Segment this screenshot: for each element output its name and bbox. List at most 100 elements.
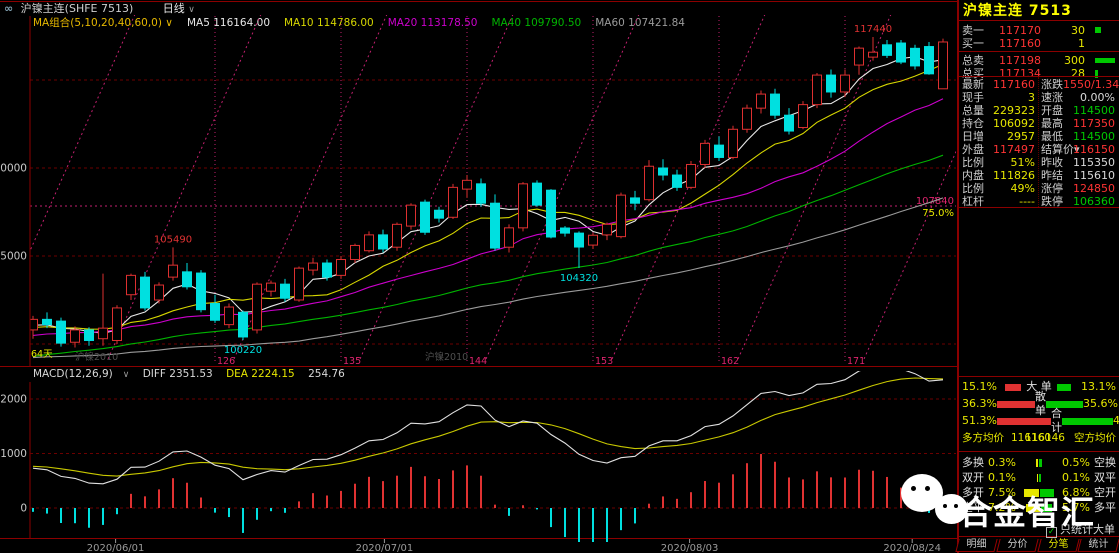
svg-text:162: 162 [721, 356, 739, 367]
svg-text:1000: 1000 [0, 448, 27, 460]
sell-ratio-bar [1057, 383, 1071, 391]
short-flow-bar [1039, 458, 1042, 467]
candlestick-series [30, 37, 948, 348]
watermark-text: 合金智汇 [959, 493, 1095, 532]
contract-title: 沪镍主连 7513 [963, 3, 1072, 19]
checkbox-icon[interactable]: ✓ [1046, 527, 1057, 538]
tab-统计[interactable]: 统计 [1077, 539, 1119, 552]
quote-row: 杠杆 ---- 跌停 106360 [962, 195, 1115, 208]
section-divider [959, 20, 1119, 21]
price-annotations: 105490 100220 104320 117440 126 135 144 153 162 1… [31, 24, 892, 367]
section-divider [959, 76, 1119, 77]
svg-text:153: 153 [595, 356, 613, 367]
app-logo-icon: ∞ [4, 2, 14, 15]
macd-settings[interactable]: MACD(12,26,9) [33, 368, 113, 380]
position-flow-row: 多换 0.3% 0.5% 空换 [962, 456, 1116, 469]
section-divider [959, 51, 1119, 52]
bottom-tab-bar: 明细 分价 分笔 统计 [955, 539, 1119, 553]
date-axis: 2020/06/01 2020/07/01 2020/08/03 2020/08/24 [87, 539, 941, 553]
quote-grid-divider [1038, 77, 1039, 207]
svg-text:104320: 104320 [560, 273, 598, 284]
buy-ratio-bar [996, 417, 1051, 425]
svg-text:沪镍2010: 沪镍2010 [75, 351, 118, 363]
svg-text:105490: 105490 [154, 234, 192, 245]
macd-diff-value: DIFF 2351.53 [142, 368, 213, 380]
big-order-only-checkbox[interactable]: ✓ 只统计大单 [959, 521, 1115, 538]
svg-text:75.0%: 75.0% [922, 208, 954, 219]
macd-indicator-header: MACD(12,26,9) ∨ DIFF 2351.53 DEA 2224.15 … [33, 368, 355, 380]
ma60-line [32, 197, 944, 359]
tab-分价[interactable]: 分价 [996, 539, 1039, 552]
short-flow-bar [1039, 473, 1041, 482]
buy-ratio-bar [1005, 383, 1021, 391]
long-flow-bar [1036, 458, 1038, 467]
depth-qty-icon [1095, 27, 1101, 33]
tab-分笔[interactable]: 分笔 [1036, 539, 1079, 552]
period-selector[interactable]: 日线 [162, 2, 185, 15]
ma-value-ma5: MA5 116164.00 [186, 17, 270, 29]
ma-value-ma20: MA20 113178.50 [387, 17, 478, 29]
position-flow-row: 多开 7.5% 6.8% 空开 [962, 486, 1116, 499]
long-flow-bar [1026, 503, 1040, 512]
position-flow-row: 双开 0.1% 0.1% 双平 [962, 471, 1116, 484]
ma20-line [32, 98, 944, 336]
chevron-down-icon[interactable]: ∨ [122, 370, 130, 380]
quote-row: 外盘 117497 结算价▾ 116150 [962, 143, 1115, 156]
depth-row: 卖一 117170 30 [959, 24, 1119, 37]
window-titlebar: ∞ 沪镍主连(SHFE 7513) 日线 ∨ [4, 2, 195, 15]
tab-明细[interactable]: 明细 [955, 539, 998, 552]
section-divider [959, 376, 1119, 377]
long-flow-bar [1024, 488, 1039, 497]
quote-panel: 沪镍主连 7513 卖一 117170 30 买一 117160 1 总卖 117198 300… [957, 0, 1119, 553]
buy-ratio-bar [996, 400, 1035, 408]
macd-hist-value: 254.76 [308, 368, 345, 380]
ma5-line [32, 56, 944, 334]
diff-line [32, 371, 944, 485]
svg-text:2020/08/24: 2020/08/24 [883, 543, 941, 553]
ma-settings[interactable]: MA组合(5,10,20,40,60,0) ∨ [33, 17, 173, 29]
checkbox-label: 只统计大单 [1060, 523, 1115, 536]
svg-text:171: 171 [847, 356, 865, 367]
svg-text:2000: 2000 [0, 394, 27, 406]
long-flow-bar [1037, 473, 1038, 482]
macd-gridlines: 2000 1000 0 [0, 394, 956, 515]
settlement-dropdown[interactable]: 结算价▾ [1041, 143, 1080, 156]
svg-text:107840: 107840 [916, 196, 954, 207]
quote-row: 持仓 106092 最高 117350 [962, 117, 1115, 130]
svg-text:2020/06/01: 2020/06/01 [87, 543, 145, 553]
avg-price-row: 多方均价 116160 116146 空方均价 [962, 432, 1116, 444]
svg-text:144: 144 [469, 356, 487, 367]
chevron-down-icon[interactable]: ∨ [188, 5, 195, 15]
macd-series [32, 371, 944, 542]
svg-text:100220: 100220 [224, 345, 262, 356]
ma40-line [32, 154, 944, 358]
svg-text:64天: 64天 [31, 349, 53, 360]
quote-row: 日增 2957 最低 114500 [962, 130, 1115, 143]
quote-row: 比例 49% 涨停 124850 [962, 182, 1115, 195]
top-border [0, 1, 1119, 2]
totals-row: 总卖 117198 300 [959, 54, 1119, 67]
section-divider [959, 451, 1119, 452]
section-divider [959, 536, 1119, 537]
macd-dea-value: DEA 2224.15 [226, 368, 295, 380]
svg-text:2020/07/01: 2020/07/01 [356, 543, 414, 553]
ma-lines [32, 56, 944, 359]
total-qty-bar [1095, 70, 1098, 78]
sell-ratio-bar [1061, 417, 1113, 425]
total-qty-bar [1095, 58, 1115, 63]
wechat-bubble-small-icon [935, 494, 968, 524]
short-flow-bar [1041, 503, 1052, 512]
svg-text:117440: 117440 [854, 24, 892, 35]
ma-value-ma10: MA10 114786.00 [284, 17, 374, 29]
quote-row: 总量 229323 开盘 114500 [962, 104, 1115, 117]
order-ratio-row: 36.3% 散 单 35.6% [962, 390, 1118, 417]
quote-row: 内盘 111826 昨结 115610 [962, 169, 1115, 182]
ma10-line [32, 63, 944, 330]
ma-indicator-header: MA组合(5,10,20,40,60,0) ∨ MA5 116164.00 MA10… [33, 17, 699, 29]
window-title: 沪镍主连(SHFE 7513) [20, 2, 134, 15]
svg-text:沪镍2010: 沪镍2010 [425, 351, 468, 363]
svg-text:105000: 105000 [0, 251, 27, 263]
order-ratio-row: 51.3%合 计48.7% [962, 407, 1119, 434]
